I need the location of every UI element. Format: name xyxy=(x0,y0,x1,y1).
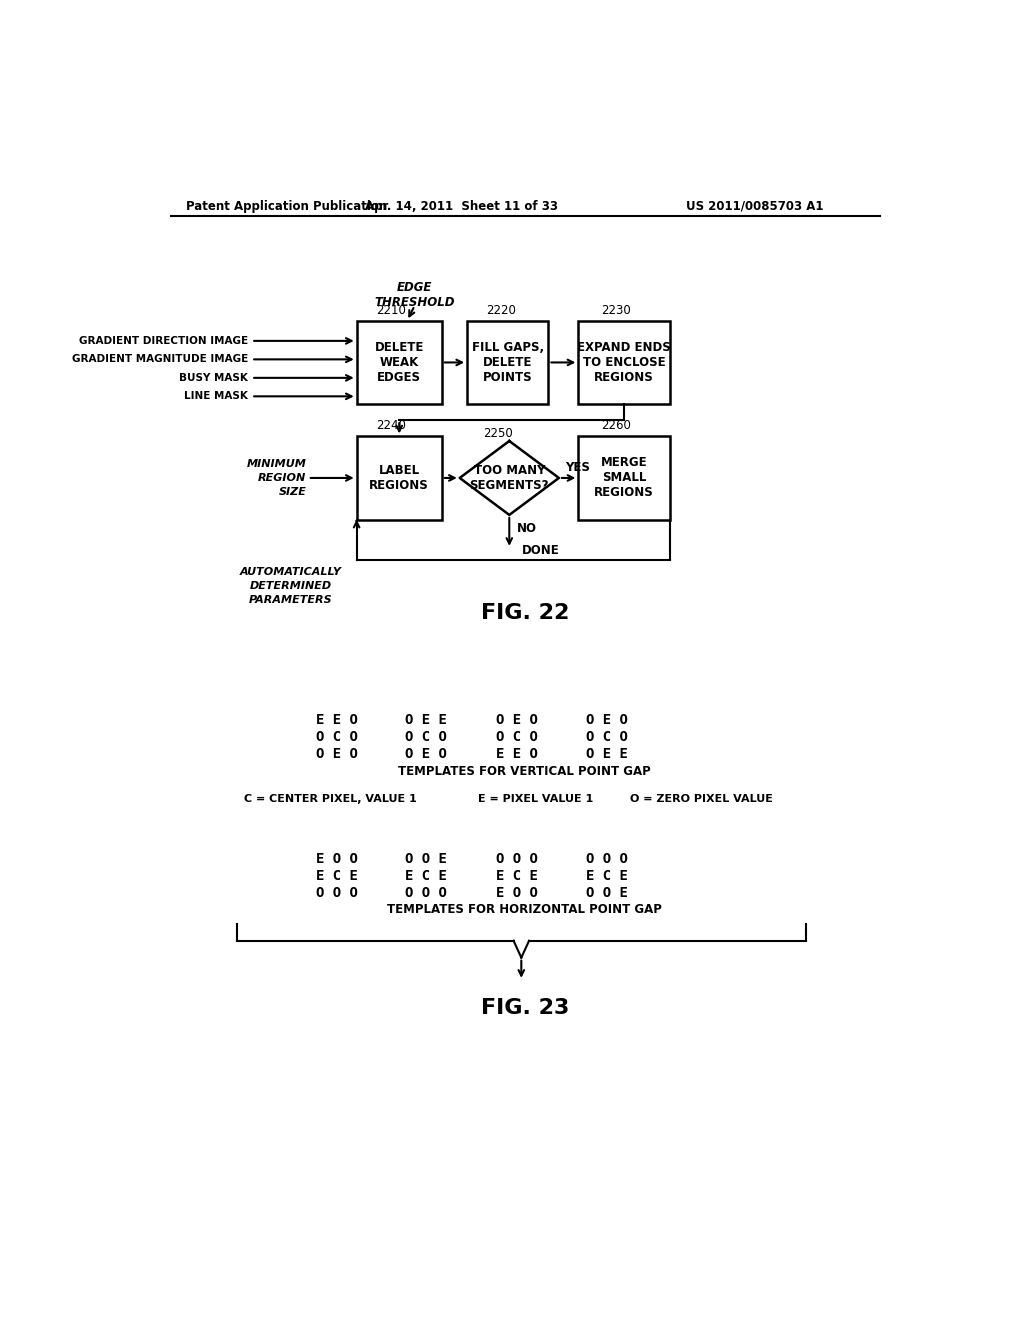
Text: 2210: 2210 xyxy=(377,304,407,317)
Text: C = CENTER PIXEL, VALUE 1: C = CENTER PIXEL, VALUE 1 xyxy=(245,795,417,804)
Text: REGION: REGION xyxy=(258,473,306,483)
Text: O O O: O O O xyxy=(496,853,538,866)
Text: O C O: O C O xyxy=(496,730,538,744)
Text: US 2011/0085703 A1: US 2011/0085703 A1 xyxy=(686,199,823,213)
Text: PARAMETERS: PARAMETERS xyxy=(249,594,333,605)
Text: MINIMUM: MINIMUM xyxy=(247,459,306,469)
Text: O C O: O C O xyxy=(406,730,447,744)
Text: O E O: O E O xyxy=(316,747,358,762)
Text: TEMPLATES FOR HORIZONTAL POINT GAP: TEMPLATES FOR HORIZONTAL POINT GAP xyxy=(387,903,663,916)
Text: O O O: O O O xyxy=(586,853,628,866)
Text: LINE MASK: LINE MASK xyxy=(184,391,248,401)
Text: E E O: E E O xyxy=(496,747,538,762)
Text: YES: YES xyxy=(565,461,590,474)
Text: O E O: O E O xyxy=(406,747,447,762)
Text: O E O: O E O xyxy=(586,714,628,727)
Text: DONE: DONE xyxy=(521,544,559,557)
Text: O E E: O E E xyxy=(406,714,447,727)
Text: FIG. 23: FIG. 23 xyxy=(480,998,569,1018)
Bar xyxy=(356,437,442,520)
Text: 2250: 2250 xyxy=(482,426,513,440)
Text: 2260: 2260 xyxy=(601,418,631,432)
Text: E E O: E E O xyxy=(316,714,358,727)
Text: 2230: 2230 xyxy=(601,304,631,317)
Text: TEMPLATES FOR VERTICAL POINT GAP: TEMPLATES FOR VERTICAL POINT GAP xyxy=(398,764,651,777)
Text: AUTOMATICALLY: AUTOMATICALLY xyxy=(240,566,342,577)
Text: 2240: 2240 xyxy=(377,418,407,432)
Text: LABEL
REGIONS: LABEL REGIONS xyxy=(370,463,429,492)
Text: O C O: O C O xyxy=(586,730,628,744)
Text: E C E: E C E xyxy=(406,869,447,883)
Text: E C E: E C E xyxy=(316,869,358,883)
Text: E O O: E O O xyxy=(316,853,358,866)
Text: 2220: 2220 xyxy=(486,304,516,317)
Text: E C E: E C E xyxy=(496,869,538,883)
Bar xyxy=(579,321,670,404)
Text: FIG. 22: FIG. 22 xyxy=(480,603,569,623)
Bar xyxy=(579,437,670,520)
Bar xyxy=(467,321,549,404)
Text: EDGE
THRESHOLD: EDGE THRESHOLD xyxy=(375,281,455,309)
Text: GRADIENT DIRECTION IMAGE: GRADIENT DIRECTION IMAGE xyxy=(79,335,248,346)
Text: O O E: O O E xyxy=(586,886,628,900)
Text: DELETE
WEAK
EDGES: DELETE WEAK EDGES xyxy=(375,341,424,384)
Text: TOO MANY
SEGMENTS?: TOO MANY SEGMENTS? xyxy=(470,463,549,492)
Text: FILL GAPS,
DELETE
POINTS: FILL GAPS, DELETE POINTS xyxy=(472,341,544,384)
Text: E = PIXEL VALUE 1: E = PIXEL VALUE 1 xyxy=(478,795,594,804)
Text: O O O: O O O xyxy=(406,886,447,900)
Text: MERGE
SMALL
REGIONS: MERGE SMALL REGIONS xyxy=(594,457,654,499)
Text: O O O: O O O xyxy=(316,886,358,900)
Text: DETERMINED: DETERMINED xyxy=(250,581,332,591)
Text: E O O: E O O xyxy=(496,886,538,900)
Text: O C O: O C O xyxy=(316,730,358,744)
Text: Patent Application Publication: Patent Application Publication xyxy=(186,199,387,213)
Text: NO: NO xyxy=(517,523,537,536)
Text: O O E: O O E xyxy=(406,853,447,866)
Text: Apr. 14, 2011  Sheet 11 of 33: Apr. 14, 2011 Sheet 11 of 33 xyxy=(365,199,558,213)
Text: BUSY MASK: BUSY MASK xyxy=(179,372,248,383)
Text: SIZE: SIZE xyxy=(279,487,306,496)
Text: O E O: O E O xyxy=(496,714,538,727)
Text: EXPAND ENDS
TO ENCLOSE
REGIONS: EXPAND ENDS TO ENCLOSE REGIONS xyxy=(578,341,671,384)
Text: GRADIENT MAGNITUDE IMAGE: GRADIENT MAGNITUDE IMAGE xyxy=(72,354,248,364)
Bar xyxy=(356,321,442,404)
Text: E C E: E C E xyxy=(586,869,628,883)
Text: O E E: O E E xyxy=(586,747,628,762)
Text: O = ZERO PIXEL VALUE: O = ZERO PIXEL VALUE xyxy=(630,795,773,804)
